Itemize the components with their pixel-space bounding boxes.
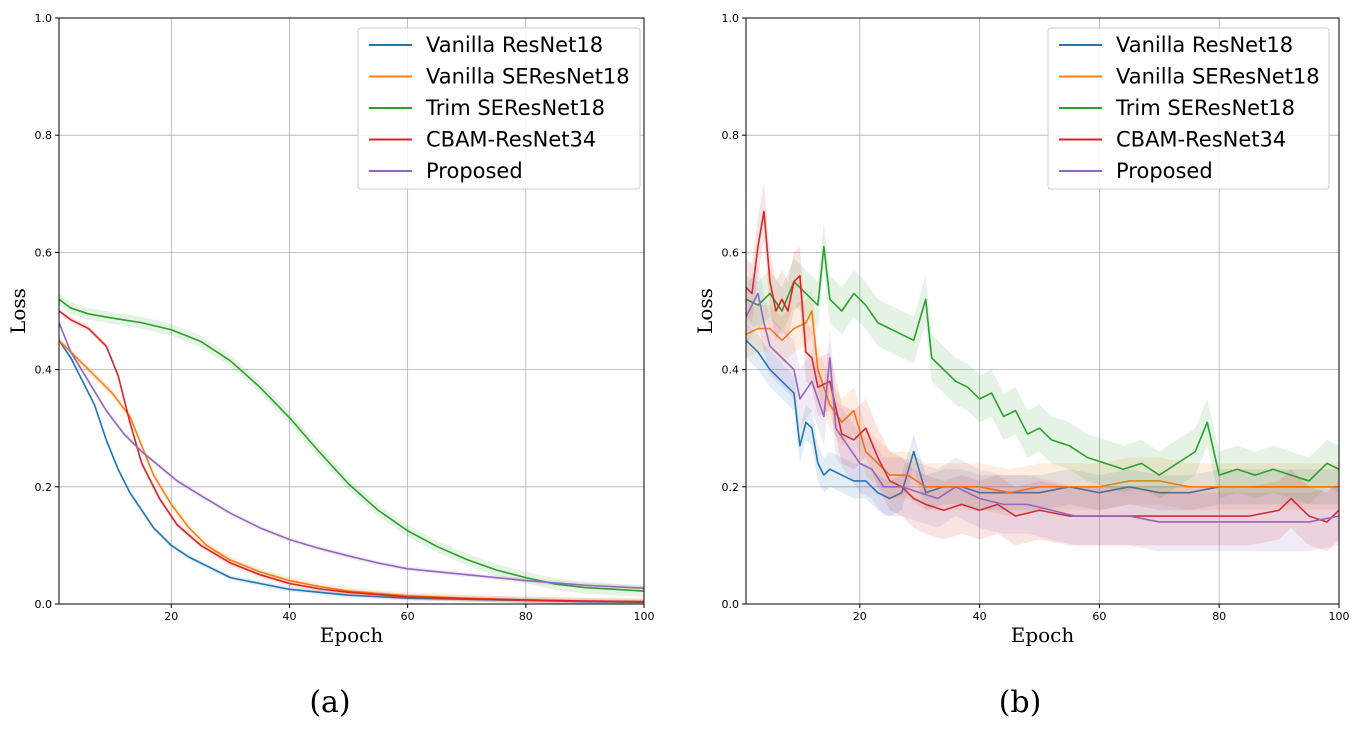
legend-entry: Vanilla ResNet18 — [426, 33, 603, 57]
legend-box — [1047, 27, 1330, 190]
legend-entry: Proposed — [1116, 159, 1213, 183]
legend-entry: Vanilla SEResNet18 — [1116, 65, 1320, 89]
chart-panel-b: 20 40 60 80 100 0.0 0.2 0.4 0.6 0.8 1.0 Epoch Loss Va… — [693, 12, 1350, 720]
x-axis-label: Epoch — [1011, 623, 1075, 647]
x-tick-label: 100 — [1329, 610, 1350, 623]
series-band-0 — [746, 322, 1339, 517]
series-line-3 — [746, 210, 1339, 523]
y-tick-label: 0.0 — [722, 598, 740, 611]
y-tick-label: 0.4 — [722, 364, 740, 377]
series-line-3 — [59, 310, 644, 603]
legend-entry: Vanilla SEResNet18 — [426, 65, 630, 89]
legend-entry: CBAM-ResNet34 — [1116, 128, 1286, 152]
series-line-4 — [746, 292, 1339, 523]
legend-entry: Trim SEResNet18 — [1115, 96, 1295, 120]
y-tick-label: 1.0 — [35, 12, 53, 25]
series-line-0 — [746, 339, 1339, 500]
x-tick-label: 80 — [519, 610, 533, 623]
x-axis-label: Epoch — [320, 623, 384, 647]
legend-box — [357, 27, 641, 190]
x-tick-label: 60 — [1092, 610, 1106, 623]
y-axis-label: Loss — [693, 288, 717, 334]
x-tick-label: 60 — [401, 610, 415, 623]
series-line-2 — [746, 245, 1339, 482]
plot-area — [59, 293, 644, 604]
series-band-2 — [746, 223, 1339, 505]
x-tick-label: 20 — [164, 610, 178, 623]
y-tick-label: 0.2 — [35, 481, 53, 494]
series-band-3 — [746, 182, 1339, 552]
legend-entry: Proposed — [426, 159, 523, 183]
y-tick-label: 0.2 — [722, 481, 740, 494]
panel-caption: (b) — [999, 685, 1042, 720]
y-tick-label: 0.4 — [35, 364, 53, 377]
chart-panel-a: 20 40 60 80 100 0.0 0.2 0.4 0.6 0.8 1.0 Epoch Loss Va… — [6, 12, 655, 720]
x-tick-label: 20 — [853, 610, 867, 623]
series-line-1 — [746, 310, 1339, 494]
series-band-2 — [59, 293, 644, 597]
y-tick-label: 0.8 — [722, 129, 740, 142]
axes-frame — [58, 17, 645, 605]
plot-area — [746, 182, 1339, 552]
legend-entry: Trim SEResNet18 — [425, 96, 605, 120]
series-line-2 — [59, 298, 644, 592]
axes-frame — [745, 17, 1340, 605]
x-tick-label: 80 — [1212, 610, 1226, 623]
y-tick-label: 0.6 — [35, 246, 53, 259]
y-tick-label: 0.0 — [35, 598, 53, 611]
legend-entry: Vanilla ResNet18 — [1116, 33, 1293, 57]
legend: Vanilla ResNet18 Vanilla SEResNet18 Trim S… — [357, 27, 641, 190]
x-tick-label: 40 — [282, 610, 296, 623]
series-band-4 — [746, 264, 1339, 552]
series-line-4 — [59, 322, 644, 589]
x-tick-label: 100 — [634, 610, 655, 623]
panel-caption: (a) — [309, 685, 350, 720]
legend-entry: CBAM-ResNet34 — [426, 128, 596, 152]
y-tick-label: 0.6 — [722, 246, 740, 259]
legend: Vanilla ResNet18 Vanilla SEResNet18 Trim S… — [1047, 27, 1330, 190]
y-tick-label: 0.8 — [35, 129, 53, 142]
x-tick-label: 40 — [973, 610, 987, 623]
series-band-1 — [746, 287, 1339, 517]
y-tick-label: 1.0 — [722, 12, 740, 25]
y-axis-label: Loss — [6, 288, 30, 334]
